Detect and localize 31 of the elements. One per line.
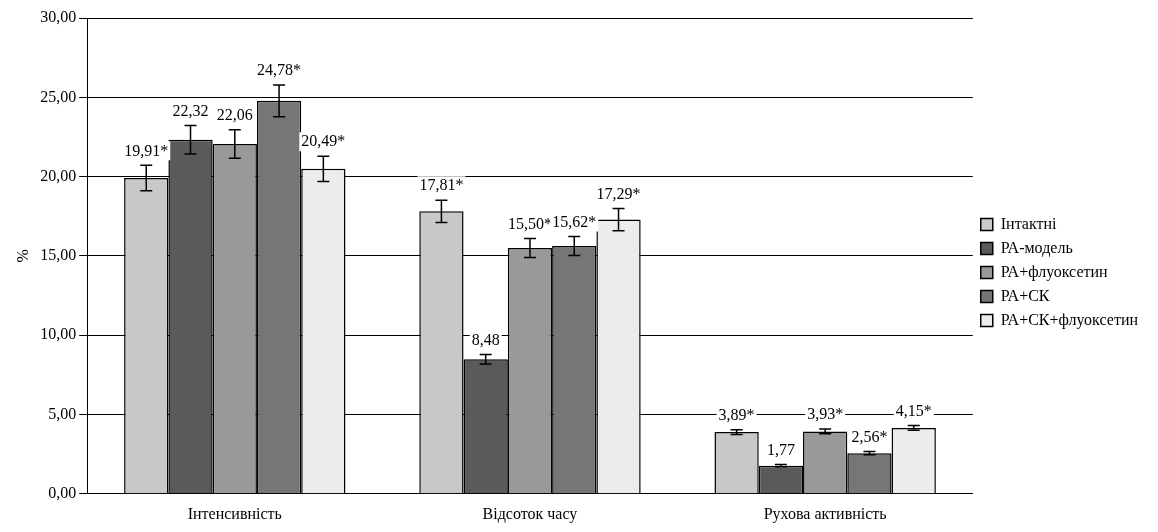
legend-label: Інтактні [1000,214,1058,232]
data-label: 22,32 [172,101,209,119]
data-label: 15,50* [507,214,552,232]
y-tick-label: 25,00 [40,87,77,105]
y-tick-label: 10,00 [40,325,77,343]
data-label: 15,62* [552,212,597,230]
data-label: 24,78* [257,61,302,79]
data-label: 20,49* [301,132,346,150]
y-tick-label: 30,00 [40,8,77,26]
y-axis-title: % [13,249,31,263]
y-tick-label: 5,00 [48,404,77,422]
legend-label: РА-модель [1000,238,1073,257]
x-tick-label: Рухова активність [763,504,887,523]
data-label: 17,81* [419,176,464,194]
data-label: 19,91* [124,141,169,159]
data-label: 4,15* [895,401,932,419]
y-tick-label: 0,00 [48,484,77,501]
x-tick-label: Відсоток часу [482,504,578,523]
data-label: 2,56* [851,427,888,445]
data-label: 1,77 [766,440,795,458]
y-tick-label: 20,00 [40,166,77,184]
data-label: 17,29* [596,184,641,202]
data-label: 8,48 [471,330,500,348]
data-label: 22,06 [216,105,253,123]
data-label: 3,89* [718,405,755,423]
y-tick-label: 15,00 [40,246,77,264]
data-label: 3,93* [807,405,844,423]
legend-label: РА+флуоксетин [1000,262,1109,281]
legend-label: РА+СК [1000,286,1050,304]
x-tick-label: Інтенсивність [187,504,282,522]
legend-label: РА+СК+флуоксетин [1000,310,1139,329]
